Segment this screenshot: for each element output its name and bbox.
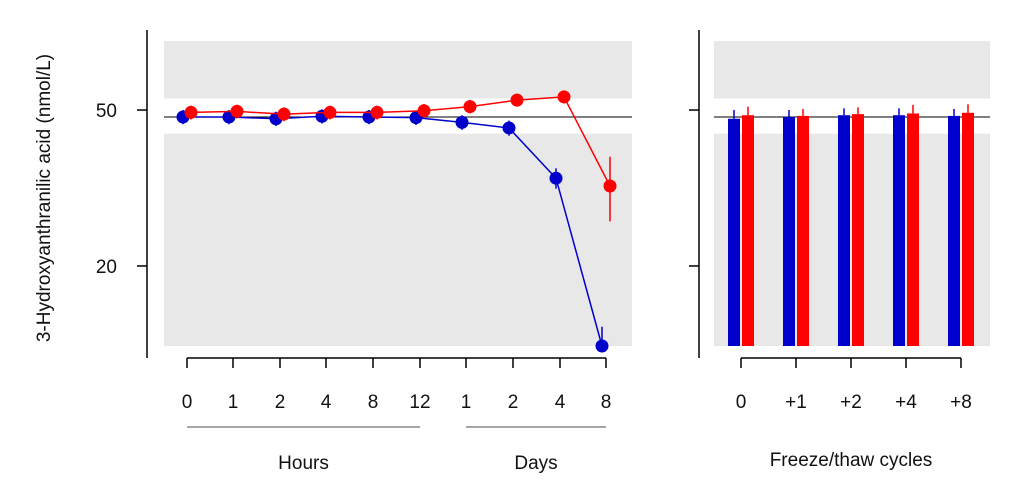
bar (728, 118, 740, 346)
y-tick-label: 20 (96, 257, 117, 278)
x-tick-label: +8 (950, 392, 972, 413)
data-point (230, 104, 244, 118)
series-line (183, 115, 603, 347)
x-tick-label: 2 (275, 392, 286, 413)
bar (948, 115, 960, 346)
x-axis-label: Freeze/thaw cycles (770, 450, 933, 471)
x-tick-label: 12 (409, 392, 430, 413)
x-tick-label: 2 (508, 392, 519, 413)
x-tick-label: 4 (321, 392, 332, 413)
right-panel: 0 +1 +2 +4 +8 Freeze/thaw cycles (689, 30, 990, 471)
data-point (603, 179, 617, 193)
axes: 0 +1 +2 +4 +8 (689, 30, 972, 413)
x-tick-label: 8 (601, 392, 612, 413)
shaded-band (164, 133, 632, 346)
data-point (549, 171, 563, 185)
x-tick-label: 4 (555, 392, 566, 413)
series-group (176, 90, 617, 353)
x-tick-label: +4 (895, 392, 917, 413)
bar (797, 115, 809, 346)
shaded-bands (164, 41, 632, 346)
data-point (595, 339, 609, 353)
bar-group (728, 104, 974, 347)
data-point (510, 93, 524, 107)
x-tick-label: +2 (840, 392, 862, 413)
y-axis-label: 3-Hydroxyanthranilic acid (nmol/L) (34, 54, 55, 342)
bar (962, 112, 974, 347)
data-point (463, 100, 477, 114)
bar (838, 115, 850, 346)
data-point (455, 115, 469, 129)
data-point (417, 104, 431, 118)
x-tick-label: 0 (736, 392, 747, 413)
data-point (323, 105, 337, 119)
bar (893, 115, 905, 346)
x-tick-label: 0 (182, 392, 193, 413)
y-tick-label: 50 (96, 101, 117, 122)
bar (742, 115, 754, 346)
data-point (370, 105, 384, 119)
x-tick-label: 1 (461, 392, 472, 413)
bar (783, 116, 795, 346)
shaded-band (714, 41, 990, 99)
group-label: Hours (278, 453, 329, 474)
bar (852, 114, 864, 346)
shaded-band (164, 41, 632, 99)
data-point (277, 107, 291, 121)
data-point (184, 105, 198, 119)
series-line (190, 96, 611, 187)
x-tick-label: 8 (368, 392, 379, 413)
bar (907, 113, 919, 346)
data-point (557, 90, 571, 104)
x-tick-label: +1 (785, 392, 807, 413)
series (184, 90, 617, 222)
group-label: Days (514, 453, 557, 474)
data-point (502, 121, 516, 135)
x-tick-label: 1 (228, 392, 239, 413)
